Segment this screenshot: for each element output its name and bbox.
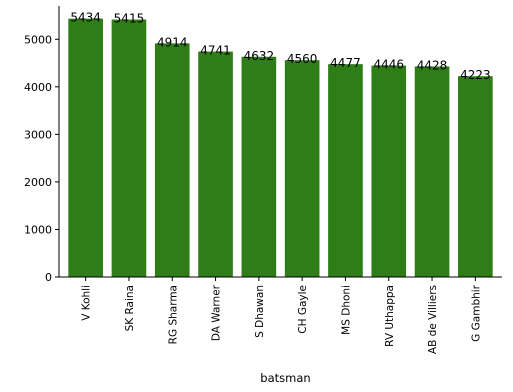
bar [328,64,363,277]
y-tick-label: 5000 [24,33,52,46]
bar [414,66,450,277]
y-tick-label: 2000 [24,176,52,189]
data-label: 5434 [70,11,101,25]
data-label: 4632 [244,49,275,63]
x-tick-label: S Dhawan [254,285,266,338]
x-tick-label: AB de Villiers [427,285,439,354]
x-tick-label: DA Warner [211,284,223,341]
bar [154,43,190,277]
bar [111,19,147,278]
x-tick-label: MS Dhoni [340,285,352,335]
data-label: 4560 [287,52,318,66]
data-label: 4477 [330,56,361,70]
data-label: 4223 [460,68,491,82]
x-tick-label: CH Gayle [297,285,309,334]
x-axis-title: batsman [260,371,310,385]
x-tick-label: V Kohli [81,285,93,321]
x-tick-label: G Gambhir [470,284,482,342]
y-tick-label: 1000 [24,223,52,236]
y-ticks-group: 0 1000 2000 3000 4000 5000 [24,33,59,284]
data-labels-group: 5434 5415 4914 4741 4632 4560 4477 4446 4428 4223 [70,11,490,83]
x-tick-label: RG Sharma [167,285,179,344]
bar [198,51,233,278]
x-ticks-group: V Kohli SK Raina RG Sharma DA Warner S Dhawa… [81,277,482,354]
x-tick-label: SK Raina [124,285,136,331]
bar [68,18,103,277]
y-tick-label: 4000 [24,81,52,94]
bar [284,60,320,278]
bars-group [68,18,493,278]
y-tick-label: 3000 [24,128,52,141]
data-label: 4741 [200,44,231,58]
data-label: 4428 [417,58,448,72]
y-tick-label: 0 [45,271,52,284]
bar [458,76,493,277]
data-label: 4914 [157,35,188,49]
data-label: 5415 [114,12,145,26]
bar [371,65,407,278]
data-label: 4446 [373,58,404,72]
x-tick-label: RV Uthappa [384,285,396,347]
bar [241,56,277,277]
